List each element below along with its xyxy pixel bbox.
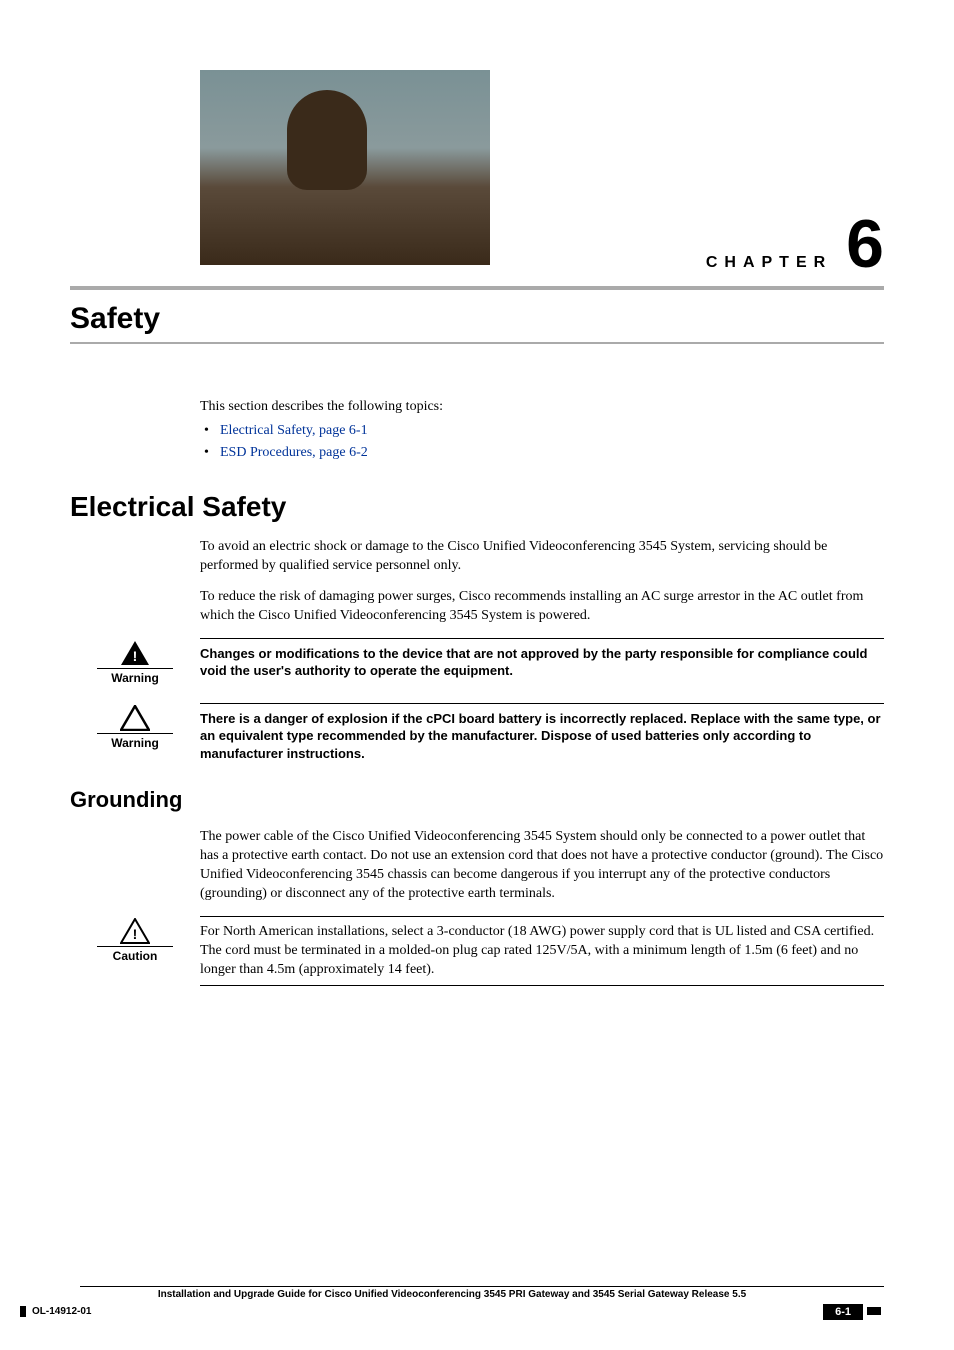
caution-icon: ! bbox=[118, 916, 152, 946]
link[interactable]: Electrical Safety, page 6-1 bbox=[220, 423, 368, 438]
intro-text: This section describes the following top… bbox=[200, 399, 884, 415]
warning-text: There is a danger of explosion if the cP… bbox=[200, 710, 884, 763]
footer-doc-number: OL-14912-01 bbox=[20, 1306, 91, 1317]
warning-solid-icon: ! bbox=[118, 638, 152, 668]
callout-label: Warning bbox=[111, 671, 159, 685]
warning-callout: ! Warning Changes or modifications to th… bbox=[70, 638, 884, 685]
section-heading: Electrical Safety bbox=[70, 491, 884, 523]
callout-label: Caution bbox=[113, 949, 158, 963]
body-paragraph: The power cable of the Cisco Unified Vid… bbox=[200, 828, 884, 904]
subsection-heading: Grounding bbox=[70, 787, 884, 813]
toc-list: Electrical Safety, page 6-1 ESD Procedur… bbox=[220, 423, 884, 461]
callout-label: Warning bbox=[111, 736, 159, 750]
chapter-title: Safety bbox=[70, 302, 884, 336]
footer-dash-icon bbox=[867, 1307, 881, 1315]
hero-image bbox=[200, 70, 490, 265]
svg-text:!: ! bbox=[133, 648, 138, 664]
caution-callout: ! Caution For North American installatio… bbox=[70, 916, 884, 987]
toc-item: Electrical Safety, page 6-1 bbox=[220, 423, 884, 439]
warning-text: Changes or modifications to the device t… bbox=[200, 645, 884, 680]
body-paragraph: To avoid an electric shock or damage to … bbox=[200, 538, 884, 576]
warning-callout: Warning There is a danger of explosion i… bbox=[70, 703, 884, 763]
footer-doc-title: Installation and Upgrade Guide for Cisco… bbox=[20, 1289, 884, 1300]
svg-text:!: ! bbox=[133, 926, 138, 942]
footer-page-number: 6-1 bbox=[823, 1304, 863, 1320]
body-paragraph: To reduce the risk of damaging power sur… bbox=[200, 588, 884, 626]
chapter-rule bbox=[70, 286, 884, 290]
title-rule bbox=[70, 342, 884, 344]
chapter-number: 6 bbox=[846, 210, 884, 278]
warning-outline-icon bbox=[118, 703, 152, 733]
link[interactable]: ESD Procedures, page 6-2 bbox=[220, 445, 368, 460]
caution-text: For North American installations, select… bbox=[200, 923, 884, 980]
page-footer: Installation and Upgrade Guide for Cisco… bbox=[20, 1286, 884, 1320]
toc-item: ESD Procedures, page 6-2 bbox=[220, 445, 884, 461]
chapter-label: CHAPTER bbox=[706, 254, 832, 272]
